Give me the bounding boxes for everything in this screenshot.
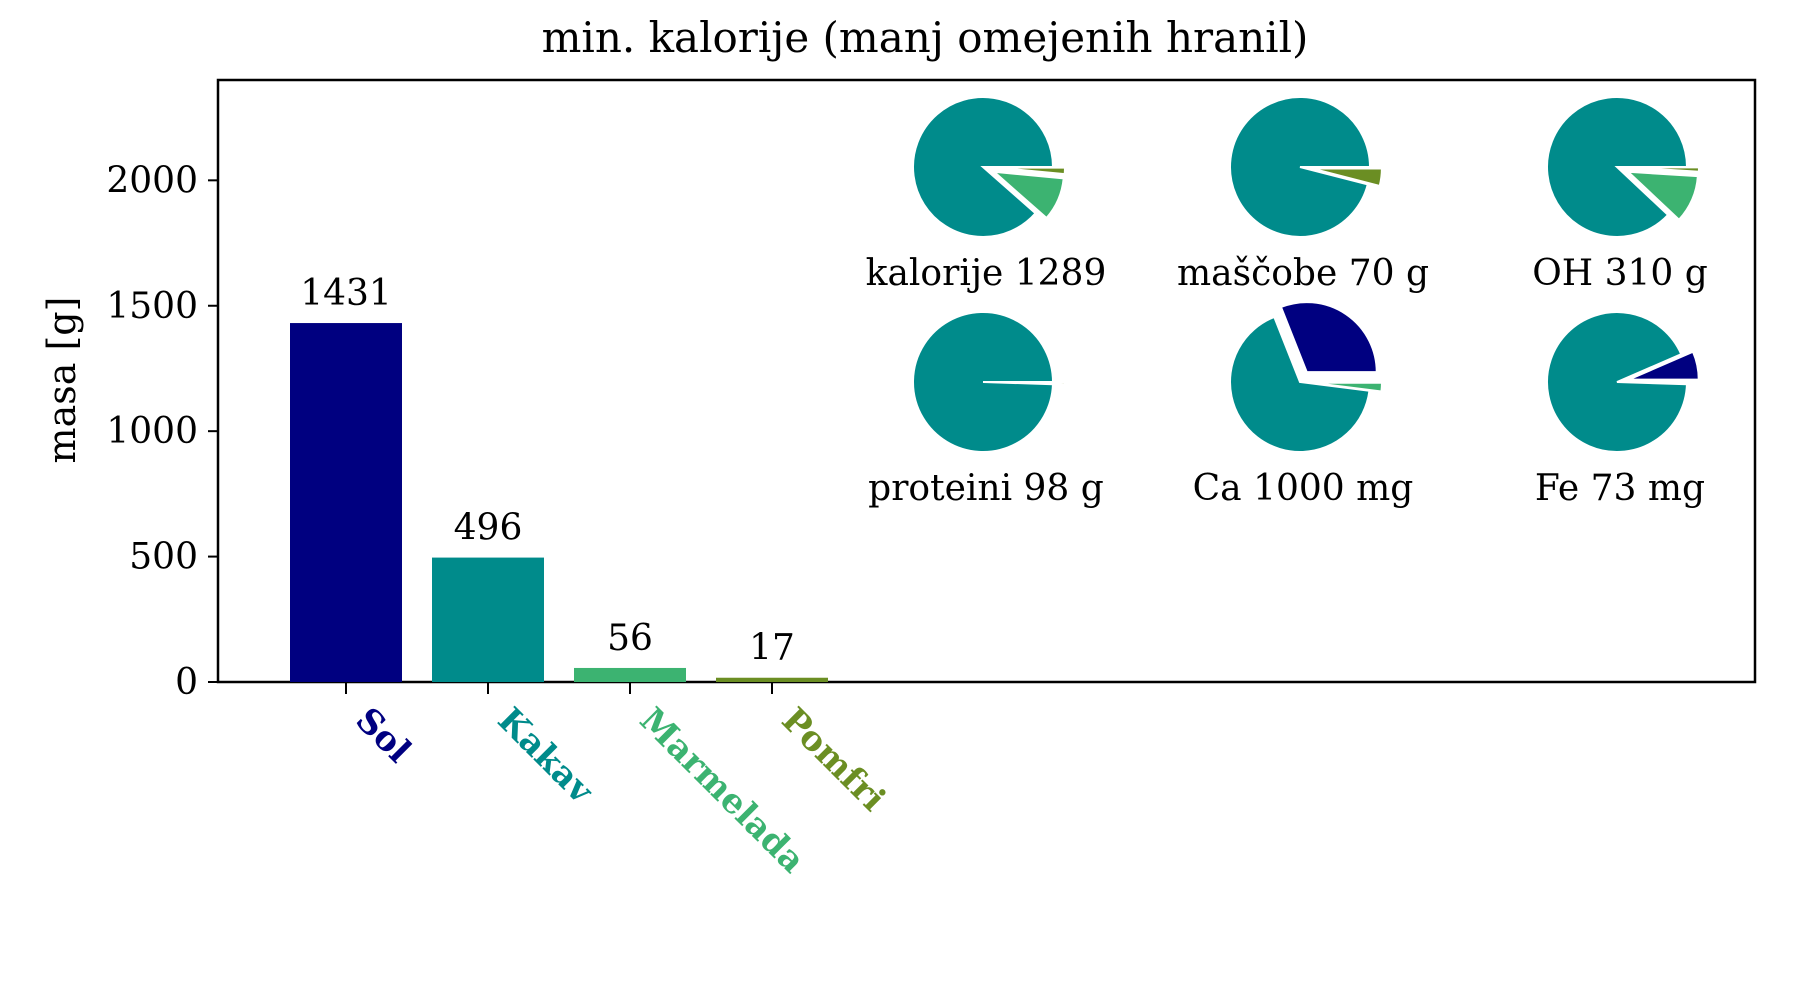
- pie-slice: [912, 311, 1055, 454]
- y-tick-label: 0: [175, 662, 198, 703]
- pie-label: kalorije 1289: [866, 253, 1107, 294]
- y-tick-label: 2000: [106, 160, 198, 201]
- pie-slice: [1279, 301, 1378, 374]
- y-tick-label: 1500: [106, 286, 198, 327]
- inset-pie: kalorije 1289: [866, 96, 1107, 294]
- plot-area: 05001000150020001431Sol496Kakav56Marmela…: [106, 78, 1757, 881]
- pie-slice: [1625, 170, 1699, 222]
- pie-slice: [1546, 96, 1689, 238]
- pie-label: maščobe 70 g: [1177, 253, 1429, 294]
- pie-label: proteini 98 g: [868, 468, 1104, 509]
- bar: [290, 323, 402, 682]
- bar-data-label: 496: [454, 508, 523, 549]
- bar: [716, 677, 828, 682]
- pie-slice: [1628, 350, 1700, 381]
- pie-slice: [1229, 96, 1372, 238]
- y-axis-label: masa [g]: [40, 297, 84, 464]
- inset-pie: Fe 73 mg: [1535, 311, 1705, 509]
- chart-title: min. kalorije (manj omejenih hranil): [542, 13, 1309, 62]
- inset-pie: OH 310 g: [1532, 96, 1708, 294]
- pie-label: OH 310 g: [1532, 253, 1708, 294]
- pie-slice: [1229, 315, 1371, 453]
- pie-slice: [1311, 167, 1383, 188]
- x-tick-label: Pomfri: [774, 700, 893, 819]
- y-tick-label: 500: [129, 537, 198, 578]
- inset-pie: Ca 1000 mg: [1193, 301, 1414, 509]
- bar-data-label: 17: [749, 628, 795, 669]
- bar: [574, 667, 686, 682]
- pie-slice: [1546, 311, 1689, 453]
- pie-label: Fe 73 mg: [1535, 468, 1705, 509]
- pie-slice: [991, 170, 1065, 220]
- bar-data-label: 56: [607, 618, 653, 659]
- pie-slice: [1628, 166, 1700, 173]
- pie-label: Ca 1000 mg: [1193, 468, 1414, 509]
- pie-slice: [994, 166, 1066, 176]
- bar-data-label: 1431: [300, 273, 392, 314]
- plot-frame: [216, 78, 1757, 684]
- inset-pie: maščobe 70 g: [1177, 96, 1429, 294]
- x-tick-label: Kakav: [490, 700, 602, 812]
- pie-slice: [912, 96, 1055, 238]
- bar: [432, 557, 544, 682]
- x-tick-label: Sol: [348, 700, 419, 771]
- inset-pie: proteini 98 g: [868, 311, 1104, 509]
- y-tick-label: 1000: [106, 411, 198, 452]
